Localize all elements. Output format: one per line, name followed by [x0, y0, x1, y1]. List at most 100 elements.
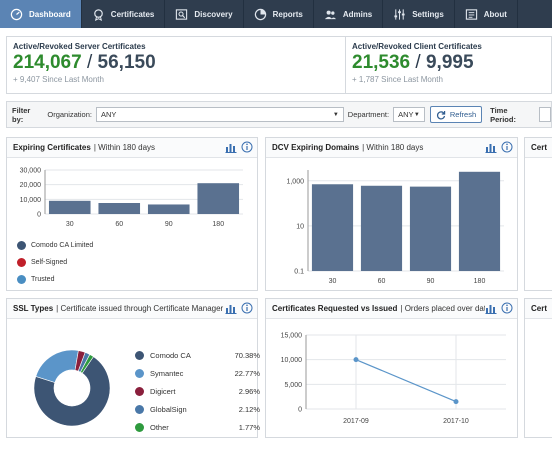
legend-percent: 2.96%	[238, 386, 260, 396]
legend-label: Trusted	[31, 276, 55, 283]
nav-dashboard[interactable]: Dashboard	[0, 0, 82, 28]
nav-reports[interactable]: Reports	[244, 0, 314, 28]
client-separator: /	[410, 52, 426, 73]
client-active-count: 21,536	[352, 52, 411, 73]
legend-item[interactable]: GlobalSign 2.12%	[135, 400, 260, 418]
y-tick-label: 1,000	[286, 178, 304, 185]
series-line	[355, 359, 457, 403]
chart-toggle-icon[interactable]	[485, 141, 497, 153]
info-icon[interactable]	[241, 302, 253, 314]
x-tick-label: 2017-09	[343, 418, 369, 425]
x-tick-label: 30	[66, 221, 74, 228]
legend-item[interactable]: Other 1.77%	[135, 418, 260, 436]
legend-item[interactable]: Self-Signed	[17, 254, 93, 271]
server-cert-stat[interactable]: Active/Revoked Server Certificates 214,0…	[7, 37, 345, 93]
legend-swatch	[135, 368, 144, 378]
department-value: ANY	[398, 110, 414, 119]
legend-swatch	[135, 422, 144, 432]
certificates-panel-partial-2: Cert	[524, 298, 552, 438]
certificate-icon	[93, 8, 103, 21]
dcv-bar-chart: 0.1 10 1,000 30 60 90 180	[286, 170, 504, 285]
legend-label: Comodo CA	[150, 350, 191, 360]
panel-title: Cert	[531, 143, 548, 152]
x-tick-label: 30	[329, 278, 337, 285]
expiring-legend: Comodo CA Limited Self-Signed Trusted	[17, 237, 93, 288]
department-select[interactable]: ANY ▼	[393, 107, 425, 122]
client-cert-stat[interactable]: Active/Revoked Client Certificates 21,53…	[346, 37, 552, 93]
panel-subtitle: | Within 180 days	[362, 143, 424, 152]
organization-select[interactable]: ANY ▼	[95, 107, 344, 122]
legend-swatch	[17, 241, 26, 250]
nav-about[interactable]: About	[455, 0, 518, 28]
pie-slice	[80, 354, 94, 374]
panel-actions	[225, 302, 253, 314]
nav-label: About	[483, 9, 507, 19]
legend-percent: 70.38%	[234, 350, 260, 360]
dcv-expiring-panel: DCV Expiring Domains | Within 180 days 0…	[265, 137, 518, 291]
client-stat-title: Active/Revoked Client Certificates	[352, 42, 482, 51]
legend-item[interactable]: Comodo CA 70.38%	[135, 346, 260, 364]
expiring-certificates-panel: Expiring Certificates | Within 180 days …	[6, 137, 258, 291]
y-tick-label: 0	[37, 212, 41, 219]
legend-item[interactable]: Digicert 2.96%	[135, 382, 260, 400]
panel-subtitle: | Within 180 days	[93, 143, 156, 152]
panel-title: Expiring Certificates	[13, 143, 91, 152]
legend-item[interactable]: Symantec 22.77%	[135, 364, 260, 382]
server-separator: /	[81, 52, 98, 73]
panel-header: Certificates Requested vs Issued | Order…	[266, 299, 517, 319]
nav-settings[interactable]: Settings	[383, 0, 455, 28]
panel-subtitle: | Certificate issued through Certificate…	[56, 304, 224, 313]
nav-label: Certificates	[110, 9, 155, 19]
chart-toggle-icon[interactable]	[225, 302, 237, 314]
nav-label: Dashboard	[29, 9, 71, 19]
panel-header: Expiring Certificates | Within 180 days	[7, 138, 257, 158]
panel-header: Cert	[525, 299, 552, 319]
panel-subtitle: | Orders placed over date...	[400, 304, 498, 313]
chevron-down-icon: ▼	[332, 111, 339, 118]
legend-label: GlobalSign	[150, 404, 187, 414]
legend-label: Symantec	[150, 368, 184, 378]
x-tick-label: 60	[378, 278, 386, 285]
y-tick-label: 0	[298, 407, 302, 414]
x-tick-label: 90	[427, 278, 435, 285]
panel-title: Certificates Requested vs Issued	[272, 304, 398, 313]
x-tick-label: 90	[165, 221, 173, 228]
time-period-select[interactable]	[539, 107, 551, 122]
settings-icon	[394, 8, 405, 20]
nav-admins[interactable]: Admins	[314, 0, 384, 28]
legend-percent: 1.77%	[238, 422, 260, 432]
panel-header: SSL Types | Certificate issued through C…	[7, 299, 257, 319]
legend-swatch	[135, 350, 144, 360]
bar	[311, 184, 354, 271]
nav-discovery[interactable]: Discovery	[165, 0, 244, 28]
time-period-label: Time Period:	[490, 105, 516, 124]
legend-item[interactable]: Trusted	[17, 271, 93, 288]
info-icon[interactable]	[501, 302, 513, 314]
nav-label: Reports	[272, 9, 303, 19]
chart-toggle-icon[interactable]	[225, 141, 237, 153]
info-icon[interactable]	[241, 141, 253, 153]
nav-label: Discovery	[194, 9, 233, 19]
pie-slice	[35, 349, 79, 383]
info-icon[interactable]	[501, 141, 513, 153]
client-stat-numbers: 21,536 / 9,995	[352, 53, 552, 73]
refresh-button[interactable]: Refresh	[429, 106, 483, 123]
x-tick-label: 60	[115, 221, 123, 228]
panel-actions	[225, 141, 253, 153]
nav-certificates[interactable]: Certificates	[82, 0, 166, 28]
gauge-icon	[10, 8, 23, 20]
legend-label: Self-Signed	[31, 259, 68, 266]
chart-toggle-icon[interactable]	[485, 302, 497, 314]
bar	[98, 203, 141, 214]
refresh-label: Refresh	[449, 110, 477, 119]
legend-swatch	[17, 258, 26, 267]
about-icon	[465, 8, 477, 20]
bar	[147, 204, 190, 214]
ssl-donut-chart	[33, 349, 111, 427]
y-tick-label: 0.1	[294, 269, 304, 276]
stat-divider	[345, 37, 346, 93]
data-point	[353, 357, 359, 363]
server-stat-trend: + 9,407 Since Last Month	[13, 75, 104, 84]
legend-item[interactable]: Comodo CA Limited	[17, 237, 93, 254]
nav-label: Settings	[412, 9, 444, 19]
